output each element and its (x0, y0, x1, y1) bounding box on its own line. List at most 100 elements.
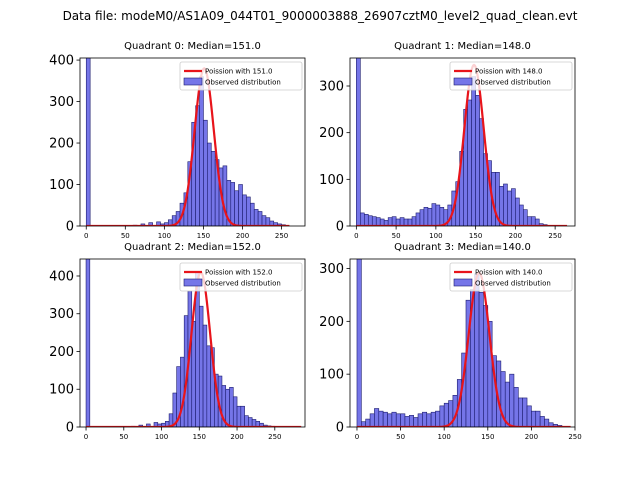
histogram-bar (232, 396, 238, 427)
y-tick-label: 400 (49, 269, 74, 284)
histogram-bar (244, 415, 249, 427)
quadrant-2-panel: Quadrant 2: Median=152.0 0 50 100 150 200 250… (49, 242, 306, 441)
x-tick-label: 0 (84, 232, 88, 240)
quadrant-3-plot-area (356, 259, 571, 427)
histogram-bar (198, 305, 204, 427)
histogram-bar (413, 417, 419, 427)
histogram-bar (369, 413, 375, 427)
histogram-bar (85, 259, 91, 427)
histogram-bar (544, 418, 550, 427)
y-tick-label: 0 (336, 220, 344, 235)
histogram-bar (360, 212, 365, 226)
histogram-bar (430, 411, 436, 427)
legend-curve-label: Poission with 151.0 (205, 68, 273, 76)
histogram-bar (535, 410, 541, 427)
y-tick-label: 100 (319, 173, 344, 188)
histogram-bar (265, 217, 271, 226)
histogram-bar (230, 182, 235, 226)
y-tick-label: 400 (49, 54, 74, 69)
x-tick-label: 250 (568, 433, 581, 441)
x-tick-label: 100 (155, 433, 168, 441)
x-tick-label: 150 (481, 433, 494, 441)
histogram-bar (374, 408, 380, 427)
histogram-bar (248, 417, 253, 427)
histogram-bar (503, 183, 508, 226)
histogram-bar (522, 397, 528, 427)
histogram-bar (375, 217, 381, 226)
histogram-bar (253, 209, 259, 226)
quadrant-1-title: Quadrant 1: Median=148.0 (394, 41, 531, 52)
histogram-bar (257, 211, 263, 226)
histogram-bar (435, 410, 441, 427)
x-tick-label: 250 (268, 433, 281, 441)
legend-curve-label: Poission with 148.0 (475, 68, 543, 76)
histogram-bar (539, 416, 545, 427)
histogram-bar (387, 413, 393, 427)
histogram-bar (507, 190, 512, 226)
quadrant-3-legend: Poission with 140.0 Observed distribution (449, 262, 573, 292)
histogram-bar (382, 411, 388, 427)
histogram-bar (225, 388, 230, 427)
histogram-bar (199, 76, 204, 226)
histogram-bar (240, 405, 245, 427)
histogram-bar (371, 216, 377, 226)
histogram-bar (367, 215, 373, 226)
histogram-bar (467, 99, 472, 226)
legend-curve-label: Poission with 140.0 (475, 269, 543, 277)
histogram-bar (234, 190, 239, 226)
legend-box (449, 262, 573, 292)
histogram-bar (364, 214, 369, 226)
quadrant-1-axes-frame (349, 57, 576, 227)
legend-bar-swatch (183, 77, 203, 86)
histogram-bar (395, 413, 401, 427)
histogram-bar (471, 76, 476, 226)
quadrant-3-panel: Quadrant 3: Median=140.0 0 50 100 150 200 250… (319, 242, 582, 441)
quadrant-0-title: Quadrant 0: Median=151.0 (124, 41, 261, 52)
quadrant-2-axes-frame (79, 258, 306, 428)
histogram-bar (483, 305, 489, 427)
quadrant-3-axes-frame (349, 258, 576, 428)
histogram-bar (474, 273, 480, 427)
histogram-bar (242, 194, 247, 226)
histogram-bar (530, 216, 536, 226)
histogram-bar (419, 209, 425, 226)
y-tick-label: 100 (49, 383, 74, 398)
x-tick-label: 50 (392, 232, 401, 240)
histogram-bar (531, 410, 537, 427)
x-tick-label: 0 (354, 232, 358, 240)
histogram-bar (191, 320, 196, 427)
histogram-bar (251, 419, 257, 427)
histogram-bar (443, 402, 449, 427)
histogram-bar (391, 411, 397, 427)
legend-bar-label: Observed distribution (475, 280, 551, 288)
histogram-bar (426, 413, 432, 427)
histogram-bar (509, 373, 515, 427)
legend-bar-label: Observed distribution (205, 280, 281, 288)
poisson-curve (86, 270, 302, 427)
x-tick-label: 50 (121, 232, 130, 240)
histogram-bar (523, 209, 528, 226)
quadrant-0-axes-frame (79, 57, 306, 227)
y-tick-label: 0 (66, 421, 74, 436)
x-tick-label: 200 (236, 232, 249, 240)
histogram-bar (202, 324, 208, 427)
poisson-curve (356, 63, 568, 226)
legend-bar-swatch (183, 278, 203, 287)
histogram-bar (203, 119, 208, 226)
histogram-bar (411, 216, 417, 226)
histogram-bar (210, 151, 216, 226)
histogram-bar (534, 218, 540, 226)
histogram-bar (435, 204, 441, 226)
quadrant-0-plot-area (85, 58, 290, 226)
histogram-bar (526, 405, 532, 427)
x-tick-label: 150 (193, 433, 206, 441)
quadrant-1-panel: Quadrant 1: Median=148.0 0 50 100 150 200 250… (319, 41, 576, 240)
legend-box (179, 262, 303, 292)
histogram-bar (399, 217, 405, 226)
x-tick-label: 150 (469, 232, 482, 240)
x-tick-label: 50 (396, 433, 405, 441)
x-tick-label: 100 (429, 232, 442, 240)
histogram-bar (206, 345, 211, 427)
histogram-bar (439, 207, 445, 226)
